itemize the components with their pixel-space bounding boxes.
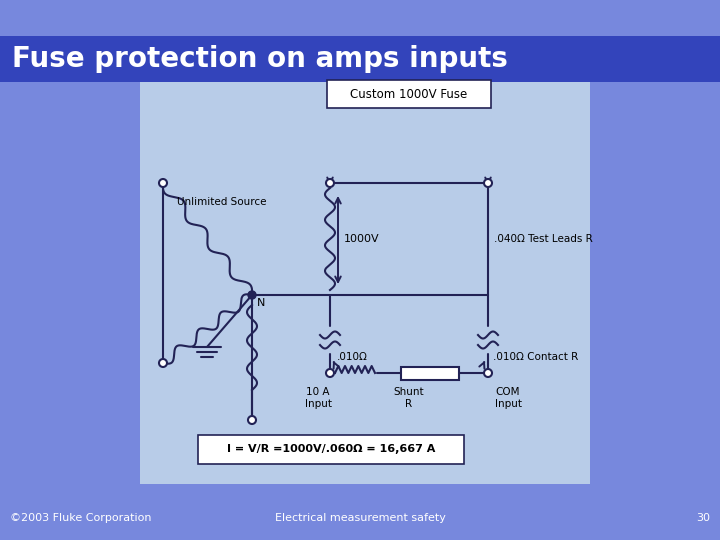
Text: COM
Input: COM Input [495, 387, 521, 409]
Text: I = V/R =1000V/.060Ω = 16,667 A: I = V/R =1000V/.060Ω = 16,667 A [227, 444, 435, 454]
Bar [401, 367, 459, 380]
Circle shape [484, 369, 492, 377]
Text: N: N [257, 298, 266, 308]
FancyBboxPatch shape [327, 80, 491, 108]
Circle shape [484, 179, 492, 187]
Text: 10 A
Input: 10 A Input [305, 387, 331, 409]
Circle shape [248, 416, 256, 424]
Text: Shunt
R: Shunt R [394, 387, 424, 409]
Text: Custom 1000V Fuse: Custom 1000V Fuse [351, 87, 467, 100]
Text: .010Ω: .010Ω [336, 352, 367, 362]
Circle shape [326, 369, 334, 377]
Circle shape [159, 359, 167, 367]
FancyBboxPatch shape [198, 435, 464, 464]
Text: Unlimited Source: Unlimited Source [177, 197, 266, 207]
Circle shape [326, 179, 334, 187]
Text: Electrical measurement safety: Electrical measurement safety [274, 513, 446, 523]
Text: ©2003 Fluke Corporation: ©2003 Fluke Corporation [10, 513, 151, 523]
Bar [0, 36, 720, 82]
Circle shape [248, 291, 256, 299]
Text: Fuse protection on amps inputs: Fuse protection on amps inputs [12, 45, 508, 73]
Text: .040Ω Test Leads R: .040Ω Test Leads R [494, 234, 593, 244]
Circle shape [159, 179, 167, 187]
Text: .010Ω Contact R: .010Ω Contact R [493, 352, 578, 362]
Text: 1000V: 1000V [344, 234, 379, 244]
Bar [140, 66, 590, 484]
Text: 30: 30 [696, 513, 710, 523]
